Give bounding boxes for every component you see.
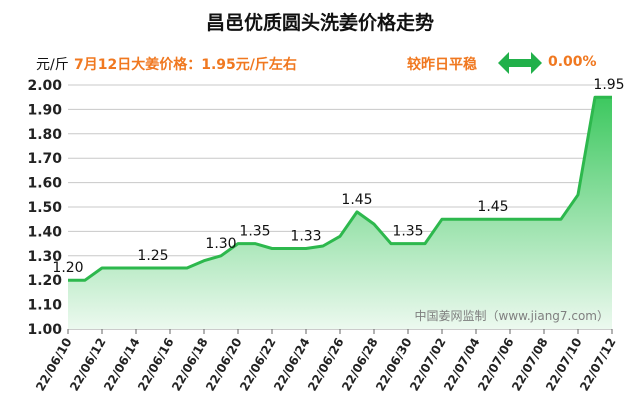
- data-label: 1.45: [341, 192, 372, 208]
- y-tick-label: 1.00: [27, 322, 62, 338]
- data-label: 1.95: [593, 77, 624, 93]
- data-label: 1.33: [290, 228, 321, 244]
- y-tick-label: 1.60: [27, 176, 62, 192]
- data-label: 1.35: [239, 224, 270, 240]
- compare-label: 较昨日平稳: [407, 57, 477, 73]
- watermark: 中国姜网监制（www.jiang7.com）: [415, 308, 609, 323]
- double-arrow-icon: [498, 52, 542, 74]
- data-label: 1.35: [392, 224, 423, 240]
- y-tick-label: 2.00: [27, 78, 62, 94]
- data-labels: 1.201.251.301.35 1.331.451.351.451.95: [52, 77, 624, 276]
- price-line: [68, 95, 612, 282]
- price-area: [68, 97, 612, 329]
- y-tick-label: 1.40: [27, 224, 62, 240]
- y-tick-label: 1.20: [27, 273, 62, 289]
- chart-title: 昌邑优质圆头洗姜价格走势: [205, 12, 434, 34]
- y-tick-label: 1.10: [27, 298, 62, 314]
- data-label: 1.25: [137, 248, 168, 264]
- y-unit-label: 元/斤: [36, 57, 69, 73]
- data-label: 1.45: [477, 199, 508, 215]
- x-axis-ticks: 22/06/1022/06/1222/06/1422/06/1622/06/18…: [33, 329, 619, 393]
- data-label: 1.30: [205, 236, 236, 252]
- price-summary: 7月12日大姜价格：1.95元/斤左右: [74, 57, 297, 73]
- data-label: 1.20: [52, 260, 83, 276]
- y-axis-ticks: 1.00 1.10 1.20 1.30 1.40 1.50 1.60 1.70 1.80 1.90…: [27, 78, 62, 338]
- y-tick-label: 1.30: [27, 249, 62, 265]
- y-tick-label: 1.80: [27, 127, 62, 143]
- y-tick-label: 1.70: [27, 151, 62, 167]
- y-tick-label: 1.90: [27, 102, 62, 118]
- change-percent: 0.00%: [548, 54, 597, 70]
- y-tick-label: 1.50: [27, 200, 62, 216]
